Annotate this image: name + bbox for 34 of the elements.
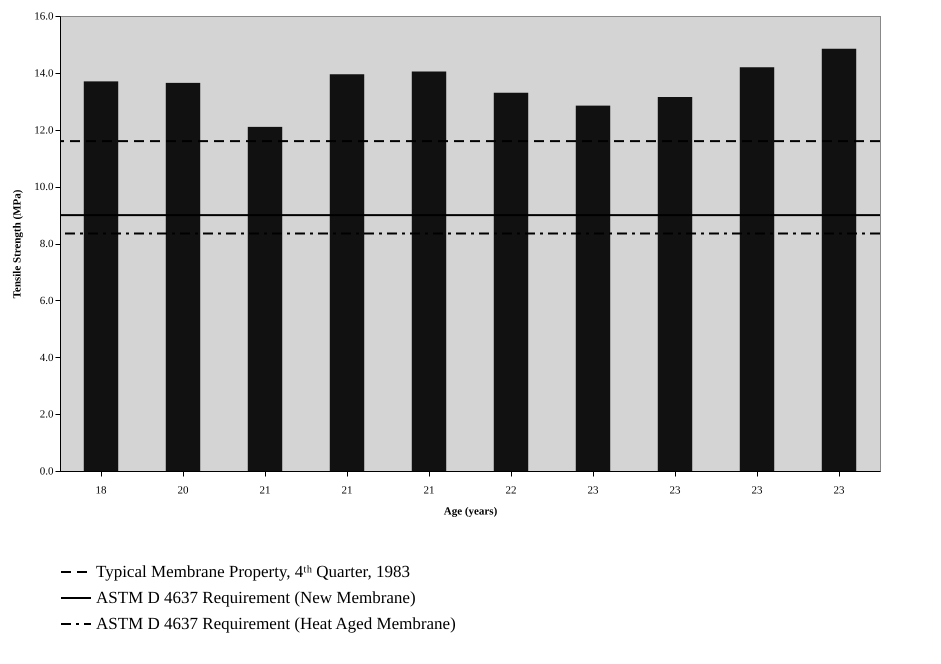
legend-label: ASTM D 4637 Requirement (New Membrane)	[96, 588, 416, 607]
y-tick-label: 16.0	[34, 10, 54, 22]
x-tick-label: 20	[178, 484, 189, 496]
y-tick-label: 0.0	[40, 466, 54, 478]
bar	[84, 81, 118, 471]
bar	[658, 97, 692, 471]
y-tick-label: 4.0	[40, 352, 54, 364]
bar	[330, 74, 364, 471]
bar	[494, 92, 528, 471]
x-tick-label: 21	[424, 484, 434, 496]
y-tick-label: 6.0	[40, 294, 54, 307]
bar	[740, 67, 774, 471]
x-tick-label: 23	[670, 484, 681, 496]
y-tick-label: 12.0	[34, 124, 54, 136]
x-tick-label: 23	[588, 484, 599, 496]
legend-label: Typical Membrane Property, 4ᵗʰ Quarter, 1983	[96, 562, 410, 581]
x-tick-label: 21	[260, 484, 270, 496]
bar	[576, 106, 610, 471]
x-axis-title: Age (years)	[444, 506, 498, 518]
y-axis-title: Tensile Strength (MPa)	[11, 189, 24, 298]
x-tick-label: 23	[752, 484, 763, 496]
legend-label: ASTM D 4637 Requirement (Heat Aged Membrane)	[96, 614, 456, 633]
x-tick-label: 22	[506, 484, 516, 496]
y-tick-label: 14.0	[34, 67, 54, 80]
bar	[412, 71, 446, 471]
y-tick-label: 2.0	[40, 408, 54, 421]
x-tick-label: 23	[834, 484, 845, 496]
bar	[248, 126, 282, 471]
y-tick-label: 10.0	[34, 181, 54, 194]
bar	[822, 48, 856, 471]
bar	[166, 82, 200, 471]
y-tick-label: 8.0	[40, 238, 54, 250]
x-tick-label: 21	[342, 484, 352, 496]
x-tick-label: 18	[96, 484, 107, 496]
